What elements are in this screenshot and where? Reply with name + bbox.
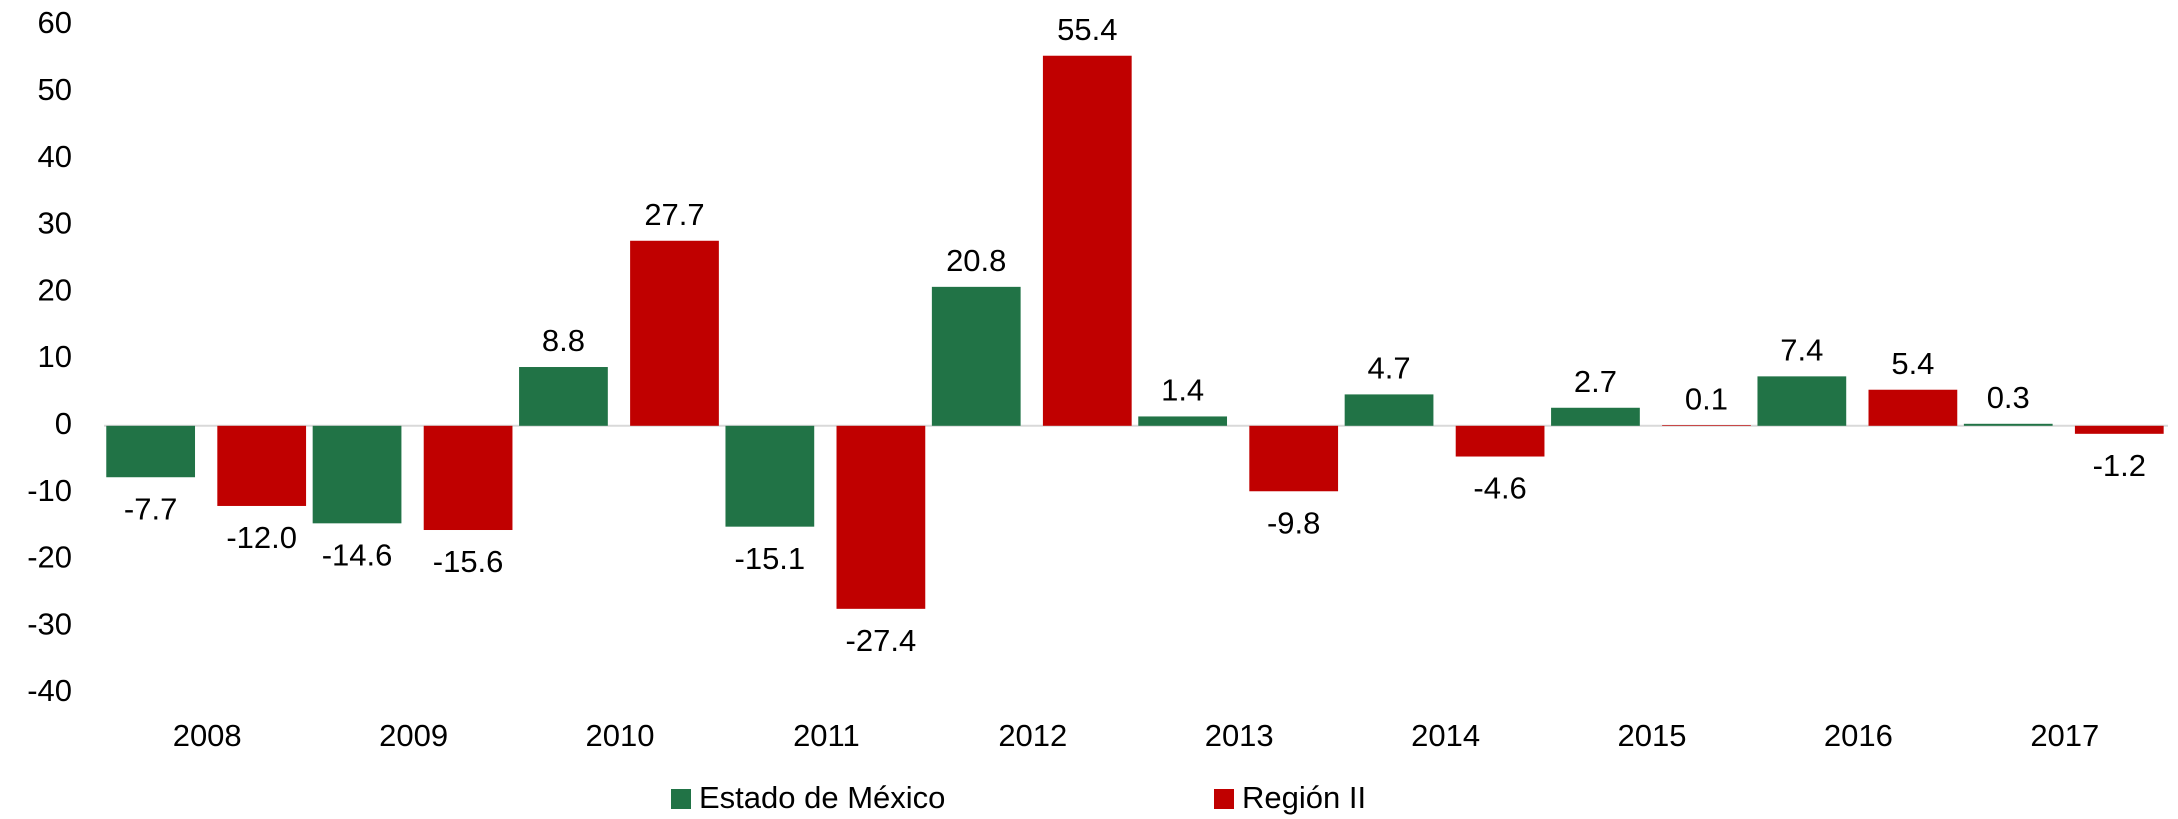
y-tick-label: 30 [38, 206, 72, 241]
y-tick-label: 40 [38, 139, 72, 174]
bar [1042, 55, 1132, 426]
bar [1757, 376, 1847, 426]
bar [1249, 425, 1339, 492]
bar [630, 240, 719, 426]
y-tick-label: -20 [27, 540, 72, 575]
data-label: 8.8 [542, 323, 585, 358]
bar [106, 425, 196, 478]
data-label: -27.4 [846, 623, 917, 658]
x-tick-label: 2017 [2030, 718, 2099, 753]
data-label: -15.1 [735, 541, 806, 576]
data-label: -7.7 [124, 491, 177, 526]
bar [1344, 394, 1434, 426]
data-label: 2.7 [1574, 364, 1617, 399]
x-tick-label: 2016 [1824, 718, 1893, 753]
bar [1455, 425, 1545, 457]
data-label: 1.4 [1161, 373, 1204, 408]
x-tick-label: 2012 [998, 718, 1067, 753]
y-tick-label: -30 [27, 606, 72, 641]
x-tick-label: 2013 [1205, 718, 1274, 753]
bar [2074, 425, 2164, 434]
x-tick-label: 2014 [1411, 718, 1480, 753]
legend-label: Región II [1242, 780, 1366, 815]
data-label: 7.4 [1780, 333, 1823, 368]
data-label: 4.7 [1367, 351, 1410, 386]
data-label: -4.6 [1473, 471, 1526, 506]
data-label: 5.4 [1891, 346, 1934, 381]
bar [312, 425, 402, 524]
x-tick-label: 2010 [586, 718, 655, 753]
data-label: 55.4 [1057, 12, 1117, 47]
data-label: 27.7 [644, 197, 704, 232]
y-tick-label: 60 [38, 5, 72, 40]
data-label: -15.6 [433, 544, 504, 579]
x-tick-label: 2015 [1618, 718, 1687, 753]
data-label: -9.8 [1267, 505, 1320, 540]
bar [931, 286, 1021, 426]
legend-label: Estado de México [699, 780, 945, 815]
y-tick-label: -40 [27, 673, 72, 708]
data-label: -14.6 [322, 538, 393, 573]
bar [519, 367, 608, 426]
bar [1868, 389, 1958, 426]
bar [1662, 425, 1751, 426]
x-tick-label: 2011 [793, 718, 860, 753]
bar [725, 425, 815, 527]
y-tick-label: 0 [55, 406, 72, 441]
data-label: -1.2 [2093, 448, 2146, 483]
x-tick-label: 2008 [173, 718, 242, 753]
y-tick-label: 50 [38, 72, 72, 107]
legend-swatch [671, 789, 691, 809]
y-tick-label: 10 [38, 339, 72, 374]
data-label: -12.0 [226, 520, 297, 555]
legend-swatch [1214, 789, 1234, 809]
data-label: 0.1 [1685, 381, 1728, 416]
data-label: 0.3 [1987, 380, 2030, 415]
bar [1963, 423, 2053, 426]
y-tick-label: 20 [38, 272, 72, 307]
bar [1138, 416, 1228, 426]
bar [217, 425, 307, 506]
y-tick-label: -10 [27, 473, 72, 508]
bar [423, 425, 513, 531]
bar [836, 425, 926, 609]
data-label: 20.8 [946, 243, 1006, 278]
bar [1551, 407, 1640, 426]
x-tick-label: 2009 [379, 718, 448, 753]
